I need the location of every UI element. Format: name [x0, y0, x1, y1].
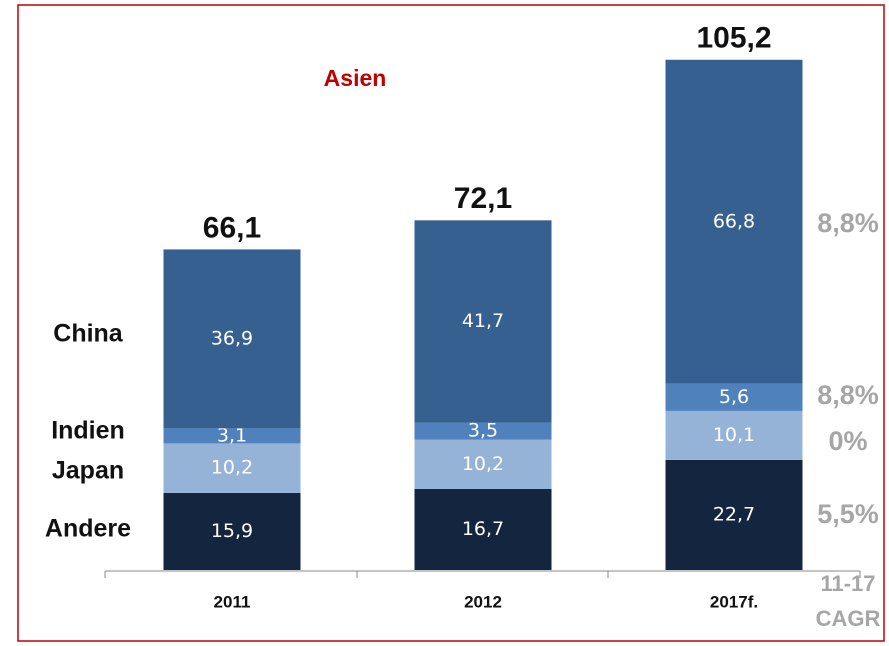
cagr-header: 11-17 [820, 571, 875, 596]
bar-segment [414, 422, 552, 440]
value-label: 16,7 [462, 518, 504, 540]
bar-segment [414, 489, 552, 570]
series-label: Japan [52, 457, 124, 485]
cagr-label: 8,8% [817, 208, 879, 238]
value-label: 3,5 [468, 420, 498, 442]
series-label: Indien [51, 417, 125, 445]
value-label: 10,1 [713, 424, 755, 446]
bar-segment [665, 410, 803, 460]
bar-segment [665, 59, 803, 384]
value-label: 10,2 [462, 453, 504, 475]
bar-segment [414, 439, 552, 490]
value-label: 66,8 [713, 210, 755, 232]
value-label: 15,9 [211, 520, 253, 542]
bar-segment [163, 428, 301, 444]
value-label: 41,7 [462, 310, 504, 332]
value-label: 3,1 [217, 424, 247, 446]
cagr-label: 8,8% [817, 380, 879, 410]
bar-segment [163, 443, 301, 493]
bar-segment [163, 492, 301, 570]
cagr-header: CAGR [816, 606, 881, 631]
bar-segment [414, 220, 552, 423]
x-tick-label: 2011 [214, 592, 251, 611]
cagr-label: 0% [828, 426, 867, 456]
total-label: 72,1 [454, 182, 512, 215]
series-label: China [53, 320, 124, 348]
total-label: 105,2 [696, 22, 771, 55]
bar-segment [665, 383, 803, 411]
x-tick-label: 2012 [464, 592, 502, 611]
frame [17, 4, 885, 642]
series-label: Andere [45, 515, 131, 543]
value-label: 22,7 [713, 503, 755, 525]
bar-segment [163, 249, 301, 429]
value-label: 5,6 [719, 386, 749, 408]
bar-segment [665, 459, 803, 570]
chart-title: Asien [324, 65, 387, 91]
x-tick-label: 2017f. [710, 592, 758, 611]
value-label: 36,9 [211, 327, 253, 349]
total-label: 66,1 [203, 211, 261, 244]
value-label: 10,2 [211, 457, 253, 479]
cagr-label: 5,5% [817, 499, 879, 529]
